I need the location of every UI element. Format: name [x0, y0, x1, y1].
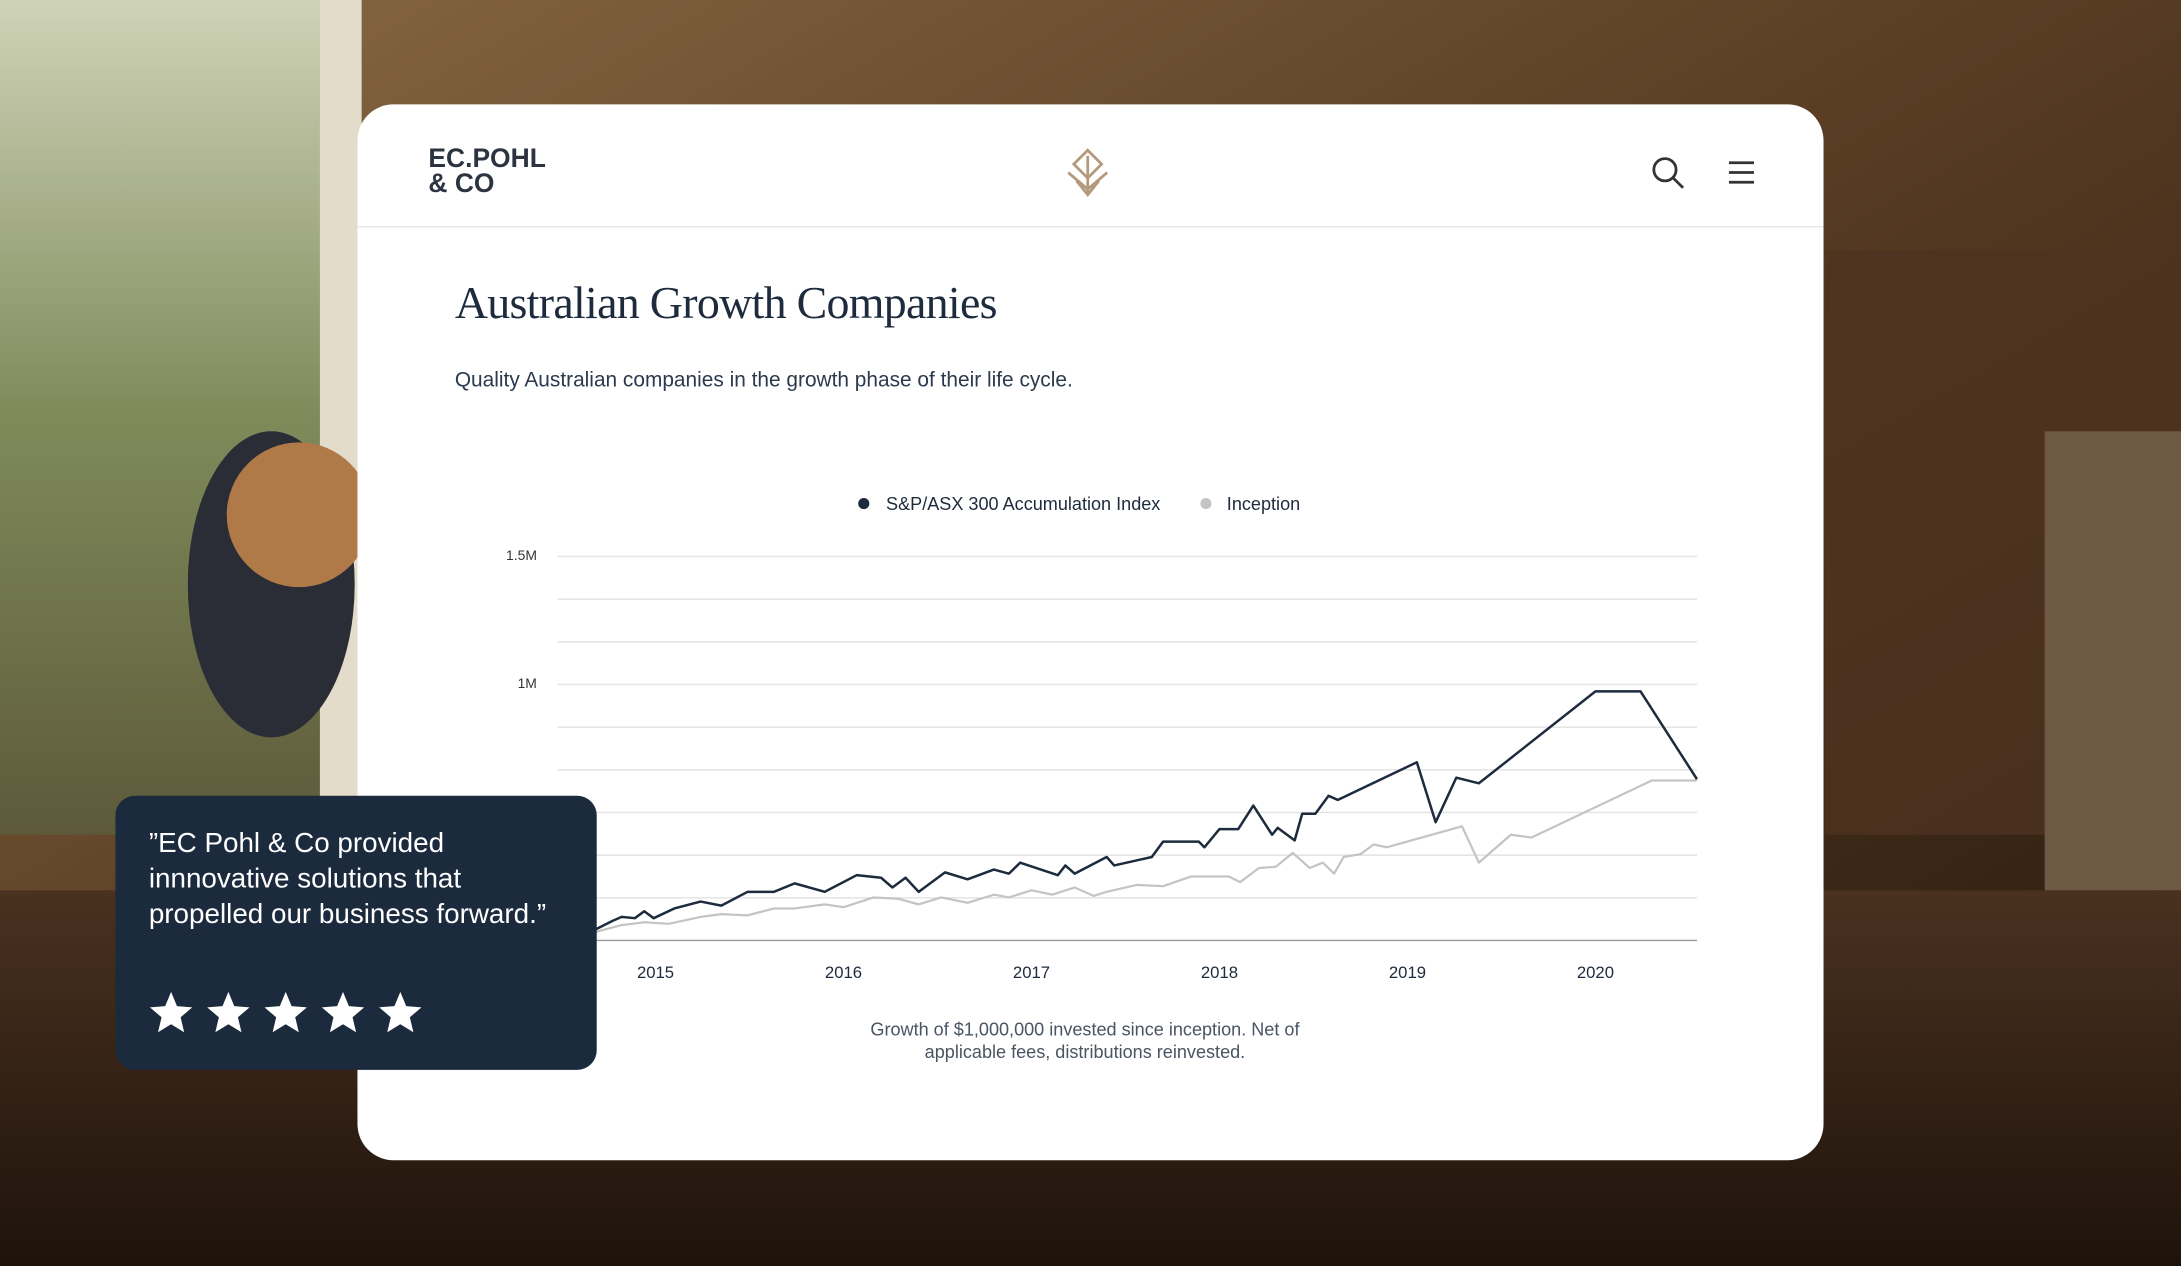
- y-tick-label: 1M: [518, 675, 537, 691]
- page-subtitle: Quality Australian companies in the grow…: [455, 369, 1073, 392]
- page-title: Australian Growth Companies: [455, 277, 997, 328]
- chart: S&P/ASX 300 Accumulation Index Inception 1…: [506, 494, 1699, 1062]
- testimonial: ”EC Pohl & Co provided innnovative soluti…: [115, 795, 597, 1070]
- window-frame: [319, 0, 362, 863]
- testimonial-card: [115, 795, 597, 1070]
- chart-caption: Growth of $1,000,000 invested since ince…: [870, 1020, 1300, 1040]
- logo[interactable]: EC.POHL: [428, 143, 545, 173]
- logo[interactable]: & CO: [428, 168, 494, 198]
- x-tick-label: 2020: [1577, 963, 1614, 982]
- card: [357, 104, 1824, 1161]
- x-tick-label: 2018: [1201, 963, 1238, 982]
- data-line: [595, 779, 1697, 934]
- emblem: [1067, 148, 1109, 197]
- data-line: [594, 690, 1699, 931]
- x-tick-label: 2017: [1013, 963, 1050, 982]
- testimonial-quote: ”EC Pohl & Co provided: [149, 827, 444, 858]
- x-tick-label: 2015: [637, 963, 674, 982]
- legend-marker: [1200, 498, 1212, 510]
- legend-marker: [858, 498, 870, 510]
- rating-star: [321, 991, 365, 1033]
- picture-frame: [2044, 431, 2181, 891]
- rating-star: [149, 991, 193, 1033]
- x-tick-label: 2019: [1389, 963, 1426, 982]
- menu-icon[interactable]: [1728, 161, 1754, 184]
- rating-star: [379, 991, 422, 1033]
- rating-star: [207, 991, 250, 1033]
- chart-caption: applicable fees, distributions reinveste…: [925, 1042, 1246, 1062]
- search-icon[interactable]: [1652, 157, 1685, 189]
- y-tick-label: 1.5M: [506, 547, 537, 563]
- legend-label: S&P/ASX 300 Accumulation Index: [886, 494, 1160, 514]
- testimonial-quote: propelled our business forward.”: [149, 898, 546, 929]
- child-head: [226, 442, 372, 588]
- legend-label: Inception: [1227, 494, 1300, 514]
- rating-star: [264, 991, 307, 1033]
- testimonial-quote: innnovative solutions that: [149, 862, 462, 893]
- x-tick-label: 2016: [825, 963, 862, 982]
